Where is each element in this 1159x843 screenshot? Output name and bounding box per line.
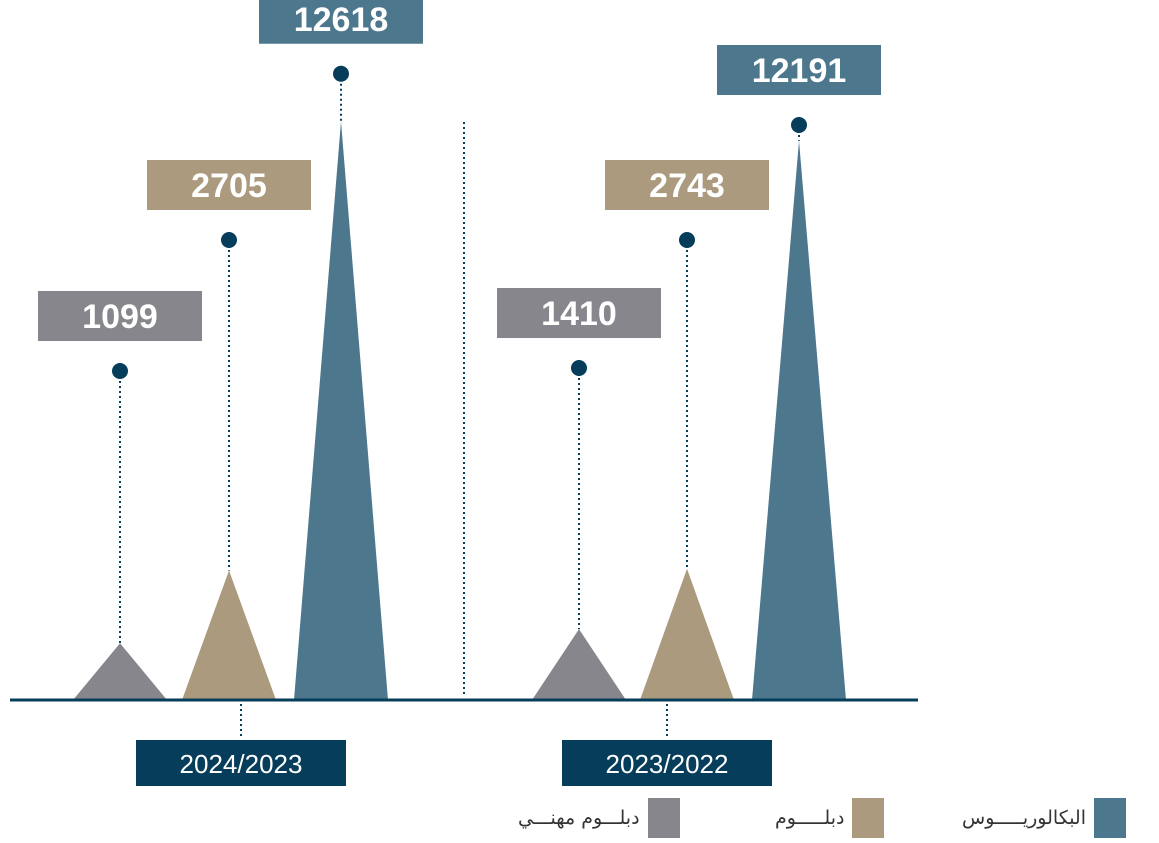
data-label-diploma-2024-2023: 2705 — [191, 167, 267, 205]
value-box-vocational-2023-2022 — [497, 288, 661, 339]
year-labels: 2024/2023 2023/2022 — [136, 704, 772, 786]
tick-label-2023-2022: 2023/2022 — [606, 749, 729, 779]
marker-diploma-2024-2023 — [221, 232, 237, 248]
value-box-bachelor-2023-2022 — [717, 45, 881, 95]
legend-item-diploma: دبلـــــوم — [775, 796, 885, 840]
bar-bachelor-2023-2022 — [752, 140, 846, 701]
bar-bachelor-2024-2023 — [294, 121, 388, 700]
legend-swatch-bachelor — [1094, 798, 1126, 838]
bar-vocational-2024-2023 — [73, 643, 167, 700]
value-box-diploma-2024-2023 — [147, 160, 311, 210]
year-box-2024-2023 — [136, 740, 346, 786]
value-box-vocational-2024-2023 — [38, 291, 202, 341]
data-label-bachelor-2024-2023: 12618 — [294, 1, 389, 39]
data-label-diploma-2023-2022: 2743 — [649, 167, 725, 205]
year-box-2023-2022 — [562, 740, 772, 786]
marker-bachelor-2024-2023 — [333, 65, 349, 82]
value-box-bachelor-2024-2023 — [259, 0, 423, 44]
legend-label-vocational: دبلـــوم مهنـــي — [518, 807, 640, 829]
bar-vocational-2023-2022 — [532, 629, 626, 700]
data-label-vocational-2024-2023: 1099 — [82, 298, 158, 336]
legend-swatch-diploma — [852, 798, 885, 838]
bar-diploma-2023-2022 — [640, 568, 734, 700]
legend-swatch-vocational — [647, 798, 680, 838]
data-label-bachelor-2023-2022: 12191 — [752, 52, 847, 90]
legend-label-bachelor: البكالوريـــــوس — [962, 807, 1086, 829]
data-label-vocational-2023-2022: 1410 — [541, 295, 617, 333]
legend-item-vocational: دبلـــوم مهنـــي — [518, 796, 680, 840]
marker-diploma-2023-2022 — [679, 232, 695, 248]
chart-marks: 1099 2705 12618 1410 2743 12191 — [38, 0, 881, 701]
marker-vocational-2023-2022 — [571, 360, 587, 377]
legend-item-bachelor: البكالوريـــــوس — [962, 796, 1126, 840]
marker-bachelor-2023-2022 — [791, 117, 807, 133]
legend-label-diploma: دبلـــــوم — [775, 807, 845, 829]
value-box-diploma-2023-2022 — [605, 160, 769, 210]
marker-vocational-2024-2023 — [112, 363, 128, 379]
tick-label-2024-2023: 2024/2023 — [180, 749, 303, 779]
bar-diploma-2024-2023 — [182, 570, 276, 700]
